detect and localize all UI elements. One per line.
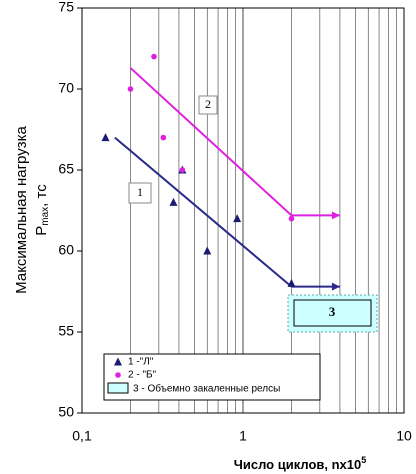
point: [287, 278, 296, 287]
y-tick-label: 55: [58, 323, 74, 339]
point: [160, 134, 167, 141]
x-label-sup: 5: [361, 455, 366, 465]
zone: [293, 299, 372, 327]
y-tick-label: 75: [58, 0, 74, 15]
y-tick-label: 65: [58, 161, 74, 177]
point: [203, 246, 212, 255]
annotation: 2: [205, 97, 211, 111]
trend-line: [129, 67, 293, 217]
legend: 1 -"Л" 2 - "Б" 3 - Объемно закаленные релс…: [103, 353, 321, 401]
x-tick-label: 1: [239, 428, 247, 444]
point: [169, 197, 178, 206]
y-label-sub: max: [40, 207, 51, 226]
point: [288, 215, 295, 222]
annotation-box: [128, 182, 152, 204]
legend-swatch: [107, 382, 129, 394]
trend-line: [114, 136, 293, 288]
legend-marker: [114, 357, 122, 366]
arrow-head: [331, 282, 340, 291]
y-axis-label: Максимальная нагрузка: [13, 126, 30, 294]
legend-label: 1 -"Л": [128, 357, 154, 368]
x-tick-label: 10: [396, 428, 412, 444]
annotation: 3: [329, 304, 336, 319]
x-axis-label: Число циклов, nx105: [234, 455, 367, 472]
y-tick-label: 60: [58, 242, 74, 258]
y-tick-label: 70: [58, 80, 74, 96]
point: [233, 214, 242, 223]
y-axis-label-2: Pmax, тс: [33, 184, 51, 236]
y-label-p: P: [33, 226, 50, 236]
legend-box: [103, 353, 321, 401]
point: [179, 167, 186, 173]
arrow-head: [331, 211, 340, 220]
x-label-main: Число циклов, nx10: [234, 457, 362, 472]
point: [151, 53, 157, 60]
annotation: 1: [137, 185, 143, 199]
point: [101, 133, 110, 142]
legend-label: 3 - Объемно закаленные релсы: [133, 383, 280, 395]
point: [127, 86, 134, 92]
y-label-unit: , тс: [33, 184, 50, 207]
y-tick-label: 50: [58, 404, 74, 420]
annotation-box: [198, 95, 218, 115]
legend-marker: [115, 372, 121, 378]
x-tick-label: 0,1: [72, 428, 92, 444]
plot-frame: [81, 7, 405, 414]
legend-label: 2 - "Б": [128, 370, 157, 381]
